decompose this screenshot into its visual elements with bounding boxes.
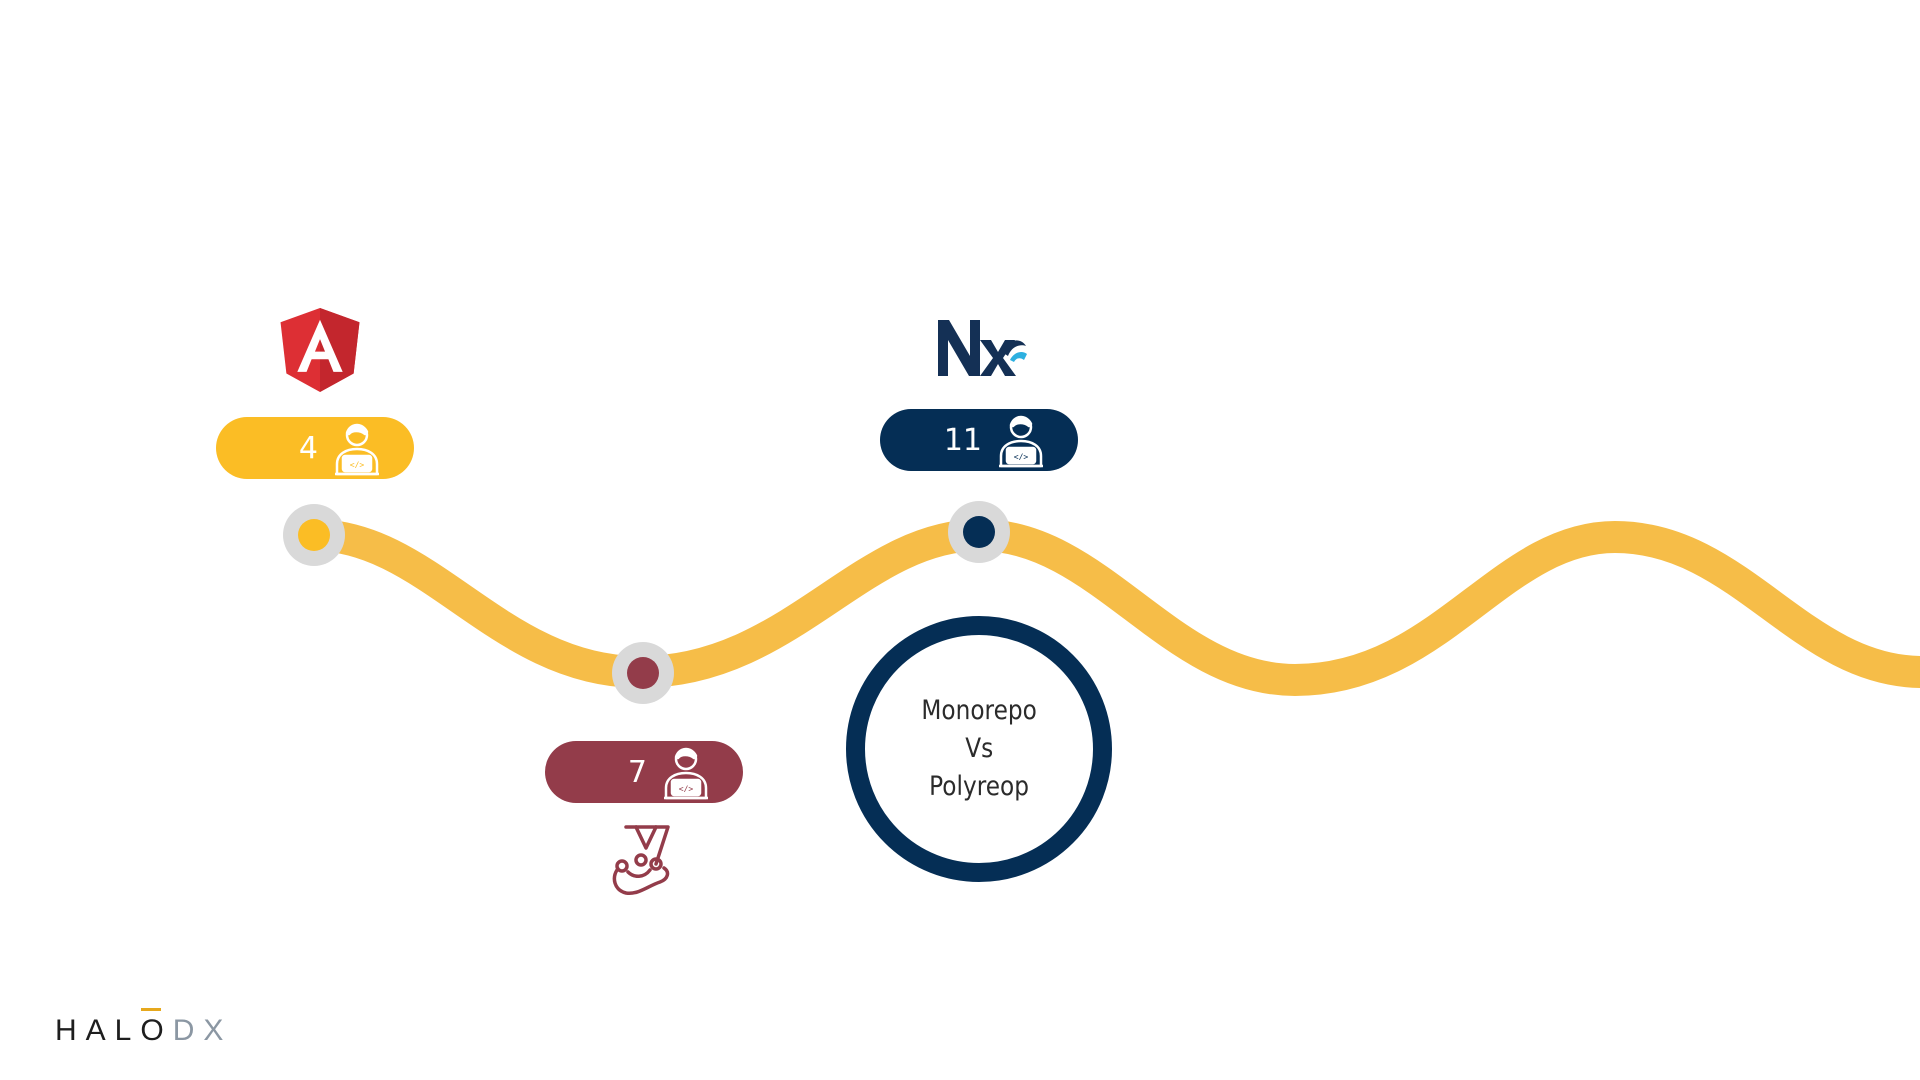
brand-name-part-a: HAL (55, 1014, 141, 1047)
brand-name-o: O (140, 1008, 173, 1047)
milestone-pill-jest: 7 </> (545, 741, 743, 803)
svg-text:</>: </> (350, 461, 365, 470)
milestone-count-jest: 7 (627, 754, 647, 790)
milestone-pill-nx: 11 </> (880, 409, 1078, 471)
topic-circle: Monorepo Vs Polyreop (846, 616, 1112, 882)
milestone-pill-angular: 4 </> (216, 417, 414, 479)
svg-text:</>: </> (679, 785, 694, 794)
developer-laptop-icon: </> (999, 415, 1043, 468)
brand-logo: HAL O DX (55, 1008, 233, 1048)
developer-laptop-icon: </> (664, 747, 708, 800)
milestone-count-nx: 11 (943, 422, 982, 458)
angular-logo (280, 308, 360, 392)
timeline-wave (298, 518, 1920, 697)
nx-logo (938, 320, 1027, 376)
timeline-node-jest (612, 642, 674, 704)
topic-line-3: Polyreop (929, 771, 1029, 802)
jest-logo (612, 825, 670, 896)
milestone-count-angular: 4 (298, 430, 318, 466)
topic-line-1: Monorepo (921, 695, 1037, 726)
svg-text:</>: </> (1014, 453, 1029, 462)
timeline-node-angular (283, 504, 345, 566)
developer-laptop-icon: </> (335, 423, 379, 476)
topic-line-2: Vs (964, 733, 993, 764)
brand-name-part-b: DX (172, 1014, 233, 1047)
timeline-node-nx (948, 501, 1010, 563)
